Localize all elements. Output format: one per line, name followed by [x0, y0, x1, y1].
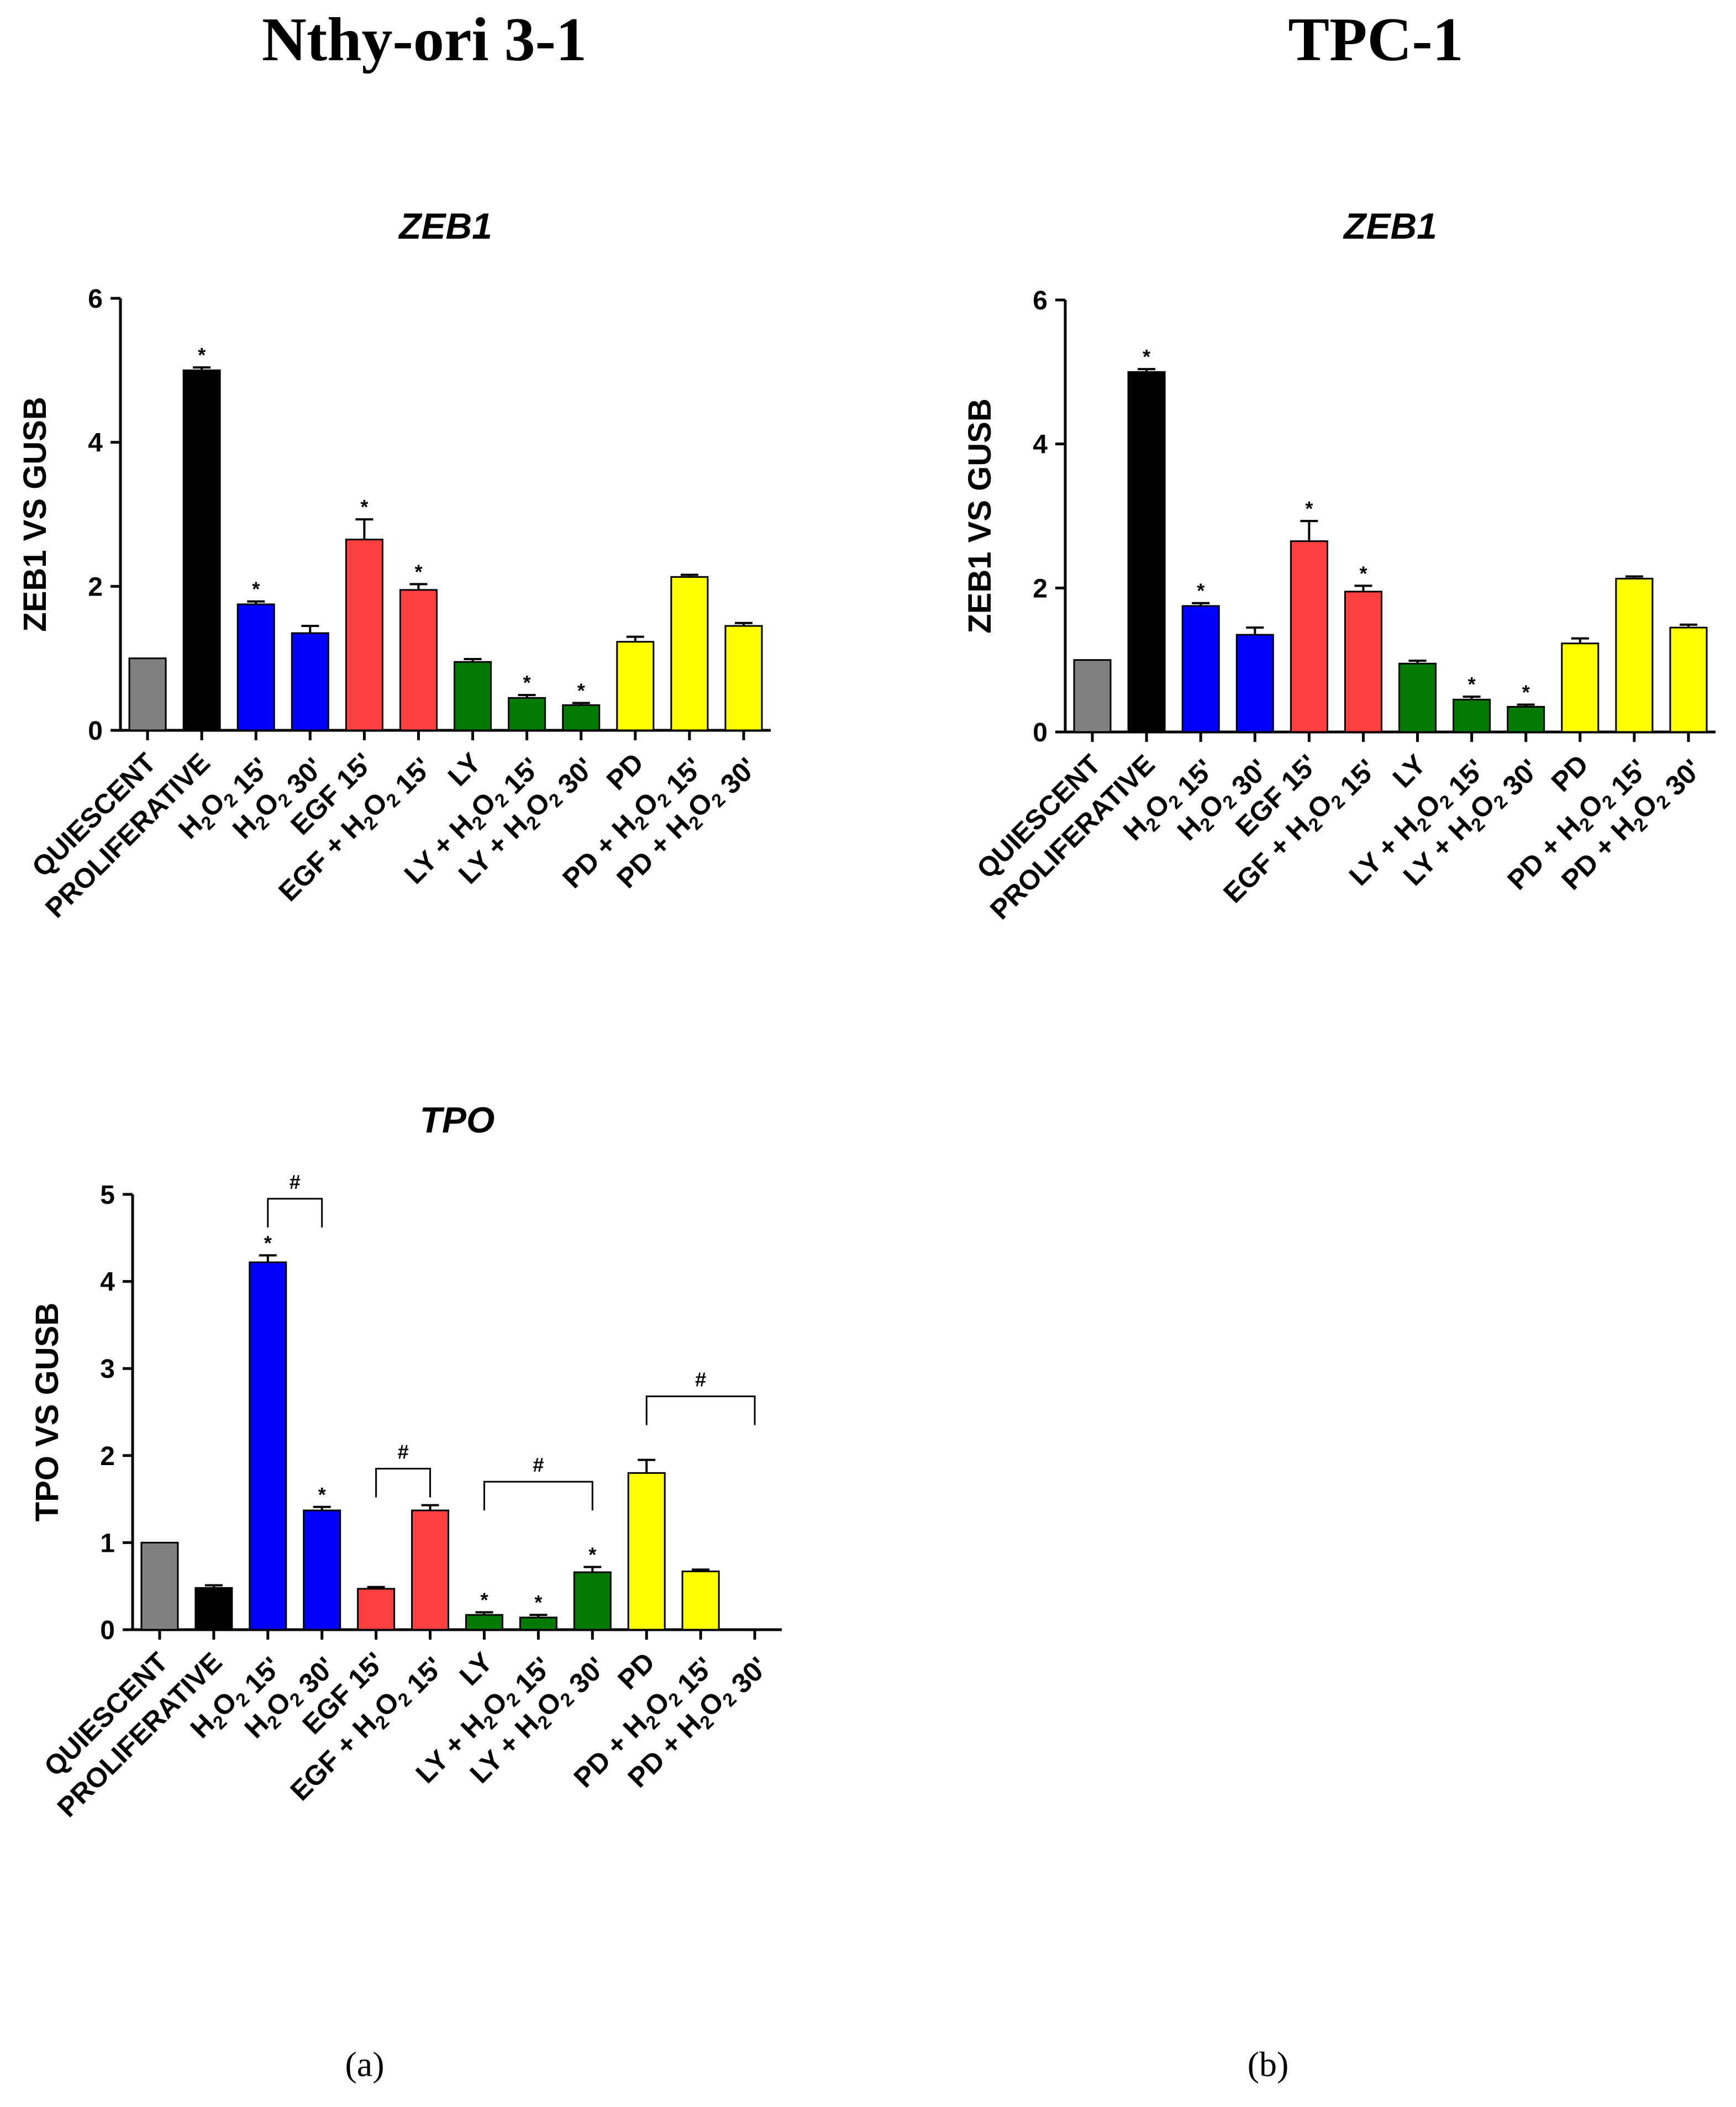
significance-bracket — [645, 1395, 756, 1425]
bar — [1181, 605, 1220, 733]
right-column-title: TPC-1 — [1288, 6, 1464, 74]
significance-bracket — [483, 1481, 593, 1511]
significance-marker: * — [360, 496, 368, 518]
bar — [1235, 634, 1274, 733]
bar — [465, 1614, 503, 1631]
y-tick-label: 1 — [100, 1529, 115, 1558]
x-category-label: LY — [1387, 749, 1432, 794]
bar — [670, 576, 709, 731]
significance-marker: * — [480, 1588, 488, 1611]
significance-marker: * — [198, 344, 206, 366]
significance-marker: * — [523, 671, 531, 694]
bar — [1669, 626, 1708, 733]
chart-title: ZEB1 — [1343, 206, 1437, 246]
bar — [562, 704, 601, 731]
y-tick-label: 2 — [100, 1442, 115, 1471]
chart-title: ZEB1 — [398, 206, 492, 246]
y-tick-label: 6 — [88, 285, 103, 314]
bar — [1073, 659, 1112, 733]
bar — [627, 1472, 666, 1631]
y-tick-label: 4 — [100, 1268, 115, 1297]
x-category-label: LY — [454, 1646, 499, 1692]
bar — [681, 1570, 720, 1631]
significance-marker: * — [318, 1483, 326, 1506]
significance-marker: * — [1197, 580, 1204, 602]
bracket-label: # — [398, 1440, 409, 1463]
bar — [1398, 662, 1437, 733]
chart-title: TPO — [420, 1099, 495, 1140]
bar — [399, 589, 438, 731]
bar — [345, 539, 383, 731]
y-tick-label: 4 — [88, 429, 103, 458]
x-category-label: LY — [442, 747, 487, 792]
bar — [1127, 371, 1166, 733]
bar — [236, 603, 275, 731]
left-column-title: Nthy-ori 3-1 — [262, 6, 587, 74]
y-tick-label: 4 — [1033, 430, 1048, 460]
significance-marker: * — [534, 1591, 542, 1614]
bar — [573, 1571, 612, 1631]
significance-marker: * — [414, 560, 422, 583]
bar — [1290, 540, 1328, 733]
bar — [411, 1509, 450, 1631]
y-tick-label: 0 — [88, 717, 103, 746]
significance-marker: * — [1522, 681, 1530, 703]
y-tick-label: 2 — [88, 572, 103, 602]
bar — [194, 1587, 233, 1631]
significance-marker: * — [1305, 497, 1313, 520]
bar — [1507, 705, 1545, 733]
significance-bracket — [267, 1198, 323, 1228]
significance-marker: * — [1143, 345, 1150, 368]
significance-bracket — [375, 1467, 432, 1498]
bar — [1344, 591, 1382, 733]
bar — [1453, 698, 1491, 733]
significance-marker: * — [1359, 562, 1367, 584]
bar — [182, 369, 221, 731]
bar — [1561, 642, 1600, 733]
bar — [616, 641, 655, 731]
bracket-label: # — [695, 1368, 706, 1391]
bar — [128, 657, 167, 731]
bar — [1615, 577, 1654, 733]
bar — [249, 1261, 287, 1631]
y-axis-label: ZEB1 VS GUSB — [17, 397, 53, 631]
bar — [357, 1588, 396, 1631]
y-tick-label: 0 — [1033, 718, 1048, 747]
bar — [724, 625, 763, 731]
bracket-label: # — [290, 1171, 301, 1193]
bar — [303, 1509, 341, 1631]
significance-marker: * — [264, 1231, 272, 1254]
y-tick-label: 3 — [100, 1355, 115, 1384]
bar — [140, 1541, 179, 1631]
y-axis-label: ZEB1 VS GUSB — [962, 398, 998, 633]
y-tick-label: 0 — [100, 1616, 115, 1645]
y-axis-label: TPO VS GUSB — [29, 1303, 65, 1521]
significance-marker: * — [577, 679, 585, 702]
bar — [291, 632, 329, 731]
bar — [508, 697, 546, 731]
y-tick-label: 6 — [1033, 286, 1048, 315]
y-tick-label: 2 — [1033, 574, 1048, 603]
panel-label-b: (b) — [1247, 2045, 1289, 2084]
bar — [454, 661, 492, 731]
bracket-label: # — [533, 1453, 544, 1476]
significance-marker: * — [588, 1544, 596, 1566]
significance-marker: * — [252, 578, 260, 601]
y-tick-label: 5 — [100, 1181, 115, 1210]
panel-label-a: (a) — [345, 2045, 385, 2084]
significance-marker: * — [1468, 673, 1476, 696]
bar — [519, 1616, 557, 1631]
